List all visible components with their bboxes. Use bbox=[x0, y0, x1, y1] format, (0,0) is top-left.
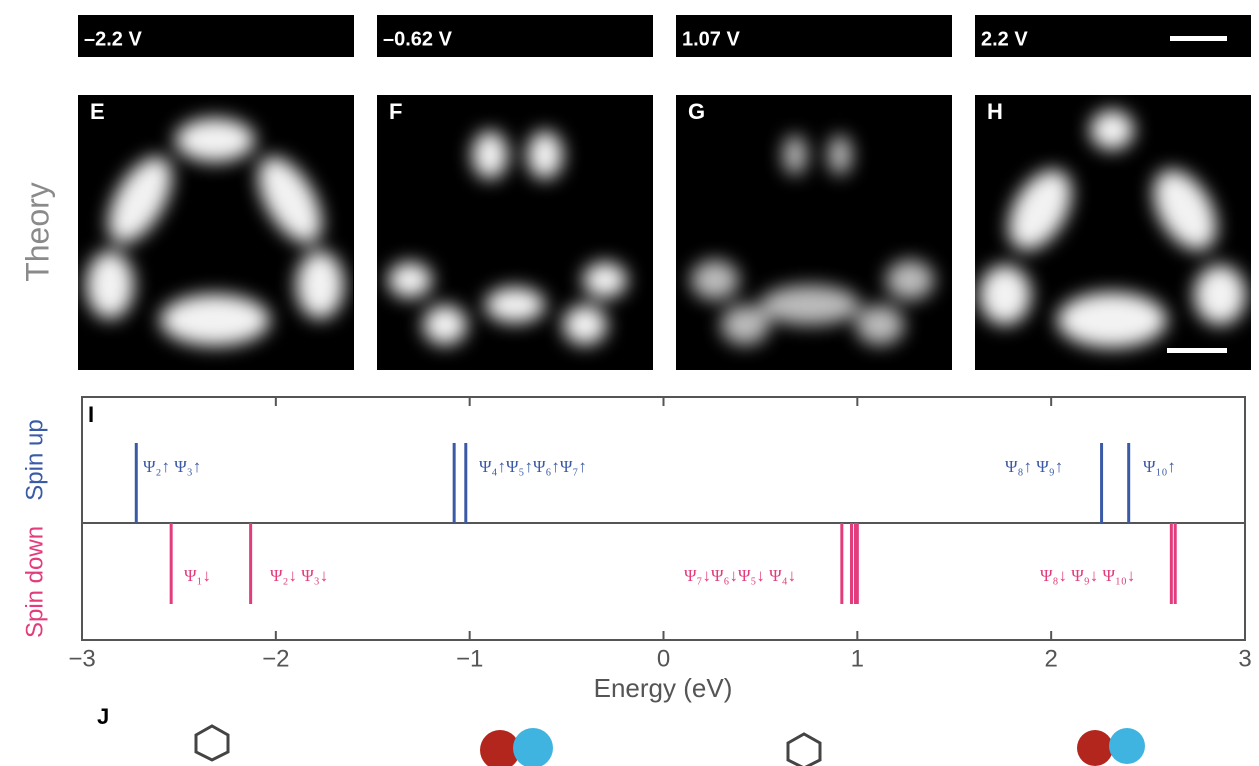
intensity-blob bbox=[388, 262, 432, 298]
voltage-label: 1.07 V bbox=[682, 28, 740, 50]
voltage-bar bbox=[676, 15, 952, 57]
x-tick-label: −3 bbox=[68, 645, 95, 672]
intensity-blob bbox=[1090, 110, 1134, 150]
panel-letter: E bbox=[90, 99, 105, 124]
level-label: Ψ₂↓ Ψ₃↓ bbox=[270, 566, 328, 585]
intensity-blob bbox=[296, 251, 344, 319]
x-tick-label: 2 bbox=[1044, 645, 1057, 672]
x-tick-label: 1 bbox=[851, 645, 864, 672]
intensity-blob bbox=[485, 287, 545, 323]
panel-letter: J bbox=[97, 704, 109, 729]
intensity-blob bbox=[760, 285, 860, 325]
scale-bar bbox=[1170, 36, 1227, 41]
image-panel bbox=[377, 95, 653, 370]
orbital-image bbox=[388, 131, 627, 345]
panel-letter: F bbox=[389, 99, 402, 124]
intensity-blob bbox=[721, 305, 769, 345]
intensity-blob bbox=[1008, 169, 1072, 251]
intensity-blob bbox=[423, 305, 467, 345]
molecule-icons bbox=[194, 724, 1145, 766]
x-axis-label: Energy (eV) bbox=[594, 673, 733, 703]
voltage-bar bbox=[78, 15, 354, 57]
level-label: Ψ₁↓ bbox=[184, 566, 211, 585]
level-label: Ψ₈↓ Ψ₉↓ Ψ₁₀↓ bbox=[1040, 566, 1135, 585]
x-tick-label: 0 bbox=[657, 645, 670, 672]
series-label: Spin up bbox=[21, 419, 48, 500]
panels: –2.2 V E –0.62 V F 1.07 V G 2.2 V H bbox=[78, 15, 1251, 370]
panel-letter: H bbox=[987, 99, 1003, 124]
plot-frame bbox=[81, 396, 1246, 641]
level-label: Ψ₇↓Ψ₆↓Ψ₅↓ Ψ₄↓ bbox=[684, 566, 796, 585]
x-tick-label: −1 bbox=[456, 645, 483, 672]
intensity-blob bbox=[258, 156, 322, 244]
intensity-blob bbox=[583, 262, 627, 298]
level-label: Ψ₄↑Ψ₅↑Ψ₆↑Ψ₇↑ bbox=[479, 457, 587, 476]
voltage-bar bbox=[377, 15, 653, 57]
intensity-blob bbox=[175, 118, 255, 162]
voltage-label: –2.2 V bbox=[84, 28, 142, 50]
row-label: Theory bbox=[19, 182, 55, 282]
panel-letter: G bbox=[688, 99, 705, 124]
image-panel bbox=[676, 95, 952, 370]
level-label: Ψ₂↑ Ψ₃↑ bbox=[143, 457, 201, 476]
intensity-blob bbox=[691, 260, 739, 300]
intensity-blob bbox=[563, 305, 607, 345]
intensity-blob bbox=[886, 260, 934, 300]
intensity-blob bbox=[828, 135, 852, 175]
intensity-blob bbox=[527, 131, 563, 179]
series-label: Spin down bbox=[21, 526, 48, 638]
orbital-image bbox=[979, 110, 1246, 348]
scale-bar bbox=[1167, 348, 1227, 353]
intensity-blob bbox=[1194, 265, 1246, 325]
x-tick-label: −2 bbox=[262, 645, 289, 672]
voltage-label: 2.2 V bbox=[981, 28, 1028, 50]
intensity-blob bbox=[979, 265, 1031, 325]
intensity-blob bbox=[160, 294, 270, 346]
intensity-blob bbox=[108, 156, 172, 244]
x-tick-label: 3 bbox=[1238, 645, 1251, 672]
intensity-blob bbox=[856, 305, 904, 345]
intensity-blob bbox=[472, 131, 508, 179]
level-label: Ψ₈↑ Ψ₉↑ bbox=[1005, 457, 1063, 476]
level-label: Ψ₁₀↑ bbox=[1143, 457, 1176, 476]
intensity-blob bbox=[1057, 292, 1167, 348]
panel-letter: I bbox=[88, 402, 94, 427]
voltage-label: –0.62 V bbox=[383, 28, 453, 50]
intensity-blob bbox=[1153, 169, 1217, 251]
intensity-blob bbox=[783, 135, 807, 175]
orbital-image bbox=[86, 118, 344, 346]
orbital-image bbox=[691, 135, 934, 345]
intensity-blob bbox=[86, 251, 134, 319]
